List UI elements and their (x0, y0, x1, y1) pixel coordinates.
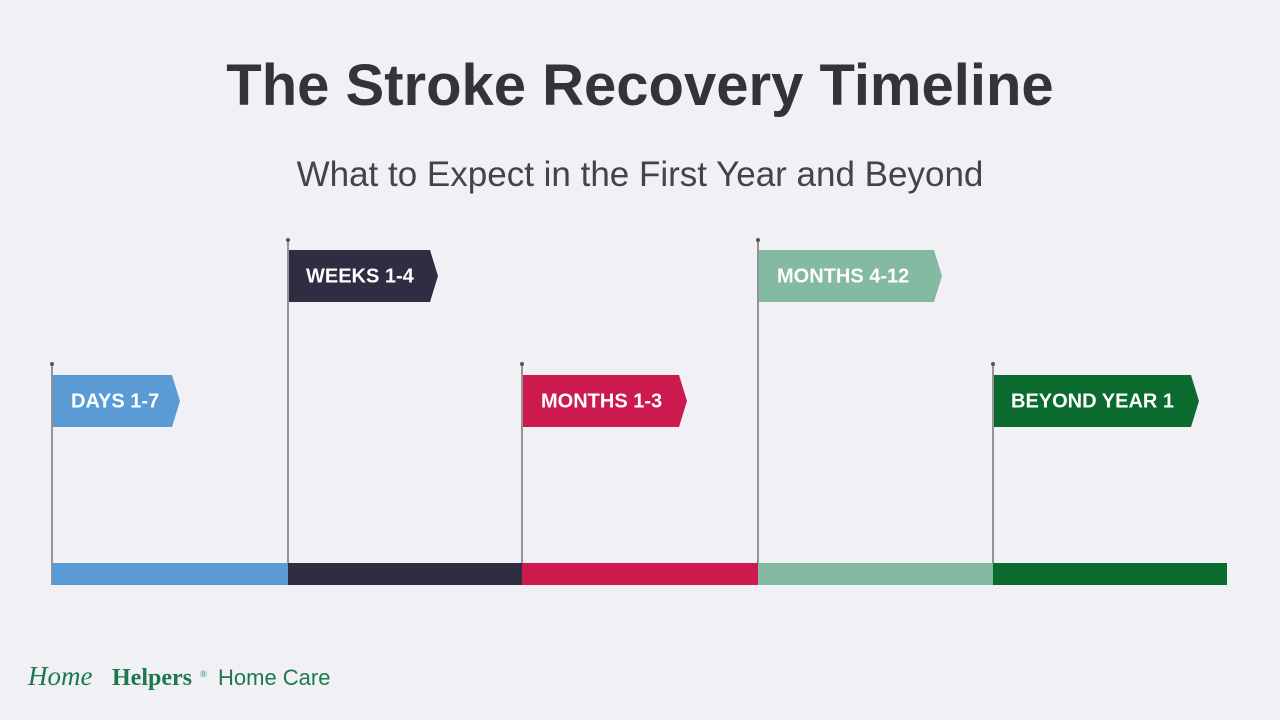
flag: WEEKS 1-4 (289, 250, 438, 302)
phase-label: MONTHS 4-12 (777, 265, 909, 287)
phase-label: MONTHS 1-3 (541, 390, 662, 412)
pole-tip (991, 362, 995, 366)
logo-mark: ® (200, 669, 207, 679)
bar-segment (52, 563, 288, 585)
flag-shape (289, 250, 438, 302)
phase-label: WEEKS 1-4 (306, 265, 415, 287)
pole-tip (286, 238, 290, 242)
flag: MONTHS 1-3 (523, 375, 687, 427)
pole-tip (756, 238, 760, 242)
pole-tip (520, 362, 524, 366)
subtitle: What to Expect in the First Year and Bey… (297, 155, 984, 194)
flag-shape (994, 375, 1199, 427)
poles (50, 238, 995, 585)
flag-shape (53, 375, 180, 427)
flag-shape (759, 250, 942, 302)
bar-segment (993, 563, 1227, 585)
flag-shape (523, 375, 687, 427)
title: The Stroke Recovery Timeline (226, 53, 1053, 118)
logo: Home Helpers ® Home Care (27, 661, 330, 691)
flag: MONTHS 4-12 (759, 250, 942, 302)
pole-tip (50, 362, 54, 366)
flag: BEYOND YEAR 1 (994, 375, 1199, 427)
logo-home: Home (27, 661, 92, 691)
logo-tagline: Home Care (218, 665, 330, 690)
phase-label: BEYOND YEAR 1 (1011, 390, 1174, 412)
phase-label: DAYS 1-7 (71, 390, 159, 412)
bar-segment (288, 563, 522, 585)
timeline-bar (52, 563, 1227, 585)
logo-helpers: Helpers (112, 665, 192, 691)
bar-segment (522, 563, 758, 585)
flag: DAYS 1-7 (53, 375, 180, 427)
bar-segment (758, 563, 993, 585)
